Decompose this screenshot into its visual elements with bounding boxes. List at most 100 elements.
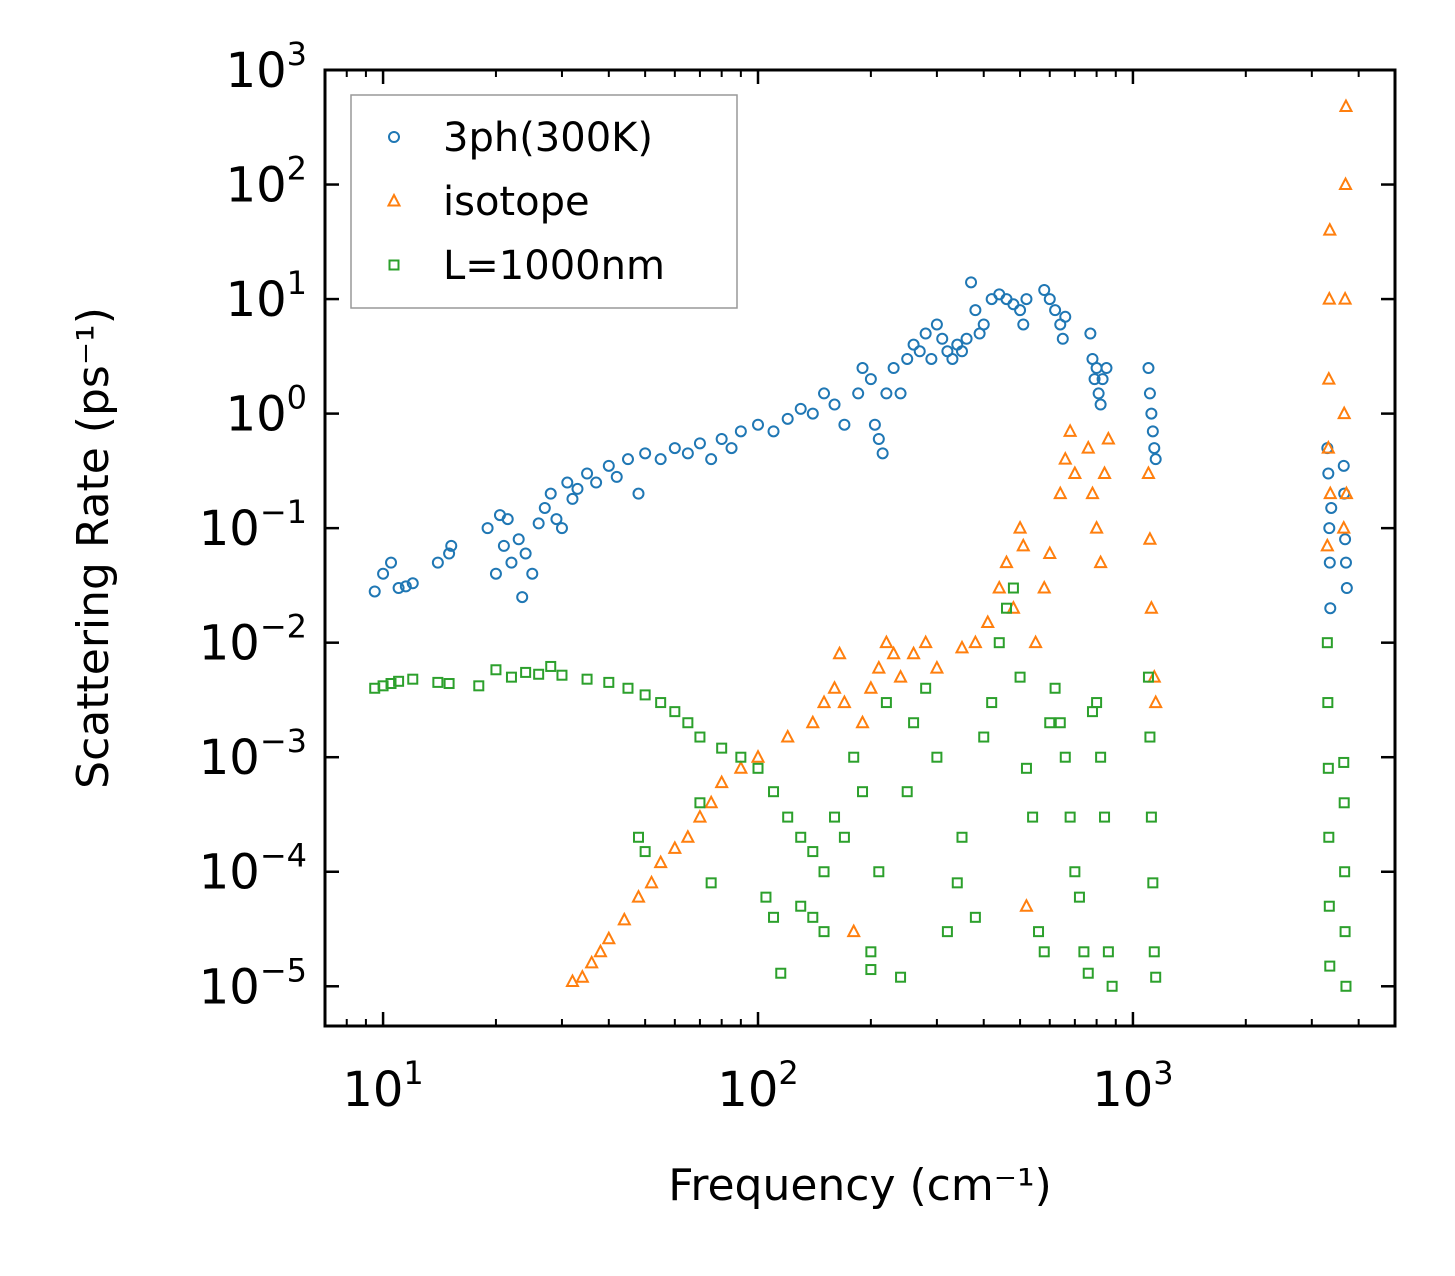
x-tick-label: 101 [342, 1054, 423, 1118]
data-point [377, 567, 390, 580]
data-point [565, 973, 580, 988]
data-point [818, 387, 831, 400]
data-point [794, 402, 807, 415]
data-point [639, 689, 651, 701]
y-tick-label: 101 [226, 264, 307, 328]
data-point [497, 539, 510, 552]
data-point [872, 433, 885, 446]
data-point [856, 362, 869, 375]
data-point [1043, 293, 1056, 306]
data-point [443, 547, 456, 560]
data-point [925, 352, 938, 365]
data-point [918, 634, 933, 649]
data-point [443, 678, 455, 690]
data-point [978, 731, 990, 743]
data-point [1148, 442, 1161, 455]
data-point [1337, 290, 1353, 305]
data-point [941, 926, 953, 938]
data-point [1096, 373, 1109, 386]
data-point [1100, 362, 1113, 375]
data-point [1092, 387, 1105, 400]
data-point [1020, 762, 1032, 774]
data-point [621, 453, 634, 466]
data-point [930, 318, 943, 331]
data-point [838, 418, 851, 431]
data-point [680, 829, 696, 843]
legend-items: 3ph(300K) isotope L=1000nm [386, 115, 665, 289]
data-point [1097, 465, 1112, 479]
data-point [1033, 926, 1045, 938]
data-point [951, 877, 963, 889]
data-point [827, 680, 842, 694]
data-point [481, 522, 494, 535]
data-point [1338, 176, 1353, 191]
data-point [1081, 439, 1096, 454]
data-point [887, 362, 900, 375]
data-point [639, 846, 651, 858]
data-point [667, 840, 682, 854]
data-point [1016, 537, 1031, 552]
legend-label: L=1000nm [443, 243, 665, 289]
y-tick-label: 10−4 [199, 837, 307, 901]
data-point [1142, 531, 1158, 545]
data-point [980, 614, 995, 629]
data-point [865, 946, 877, 958]
data-point [725, 442, 738, 455]
data-point [818, 866, 830, 878]
data-point [1089, 519, 1104, 534]
data-point [1042, 545, 1057, 560]
data-point [1325, 501, 1338, 514]
data-point [906, 645, 921, 660]
data-point [865, 964, 877, 976]
legend-box [350, 94, 738, 309]
data-point [1337, 405, 1352, 420]
data-point [533, 668, 545, 680]
data-point [505, 671, 517, 683]
data-point [1090, 362, 1103, 375]
data-point [780, 728, 795, 743]
data-point [653, 854, 668, 869]
legend: 3ph(300K) isotope L=1000nm [350, 94, 738, 309]
data-point [1091, 697, 1103, 709]
data-point [392, 582, 405, 595]
data-point [1322, 221, 1337, 236]
data-point [545, 660, 557, 672]
data-point [617, 911, 632, 926]
y-tick-label: 103 [226, 35, 307, 99]
data-point [1144, 600, 1159, 614]
data-point [602, 459, 615, 472]
data-point [1320, 537, 1335, 552]
data-point [368, 585, 381, 598]
data-point [977, 318, 990, 331]
data-point [886, 645, 901, 660]
data-point [806, 407, 819, 420]
legend-label: isotope [443, 179, 590, 225]
data-point [781, 412, 794, 425]
data-point [1339, 866, 1351, 878]
data-point [715, 433, 728, 446]
data-point [593, 943, 608, 958]
data-point [655, 697, 667, 709]
data-point [1062, 423, 1078, 437]
data-point [1339, 485, 1354, 500]
data-point [1147, 877, 1159, 889]
y-tick-label: 10−2 [199, 608, 307, 672]
ticks-layer: 101 102 103 10−5 10−4 10−3 10−2 10−1 100 101 102 10… [199, 35, 1396, 1118]
data-point [1038, 946, 1050, 958]
data-point [782, 811, 794, 823]
data-point [931, 751, 943, 763]
data-point [807, 911, 819, 923]
data-point [1339, 926, 1351, 938]
data-point [1102, 946, 1114, 958]
data-point [852, 387, 865, 400]
x-tick-label: 102 [717, 1054, 798, 1118]
data-point [1012, 519, 1028, 534]
data-point [705, 453, 718, 466]
data-point [837, 694, 852, 709]
data-point [993, 637, 1005, 649]
legend-marker-circle [388, 131, 400, 143]
data-point [473, 680, 485, 692]
data-point [1339, 533, 1352, 546]
data-point [714, 774, 729, 789]
data-point [1143, 387, 1156, 400]
